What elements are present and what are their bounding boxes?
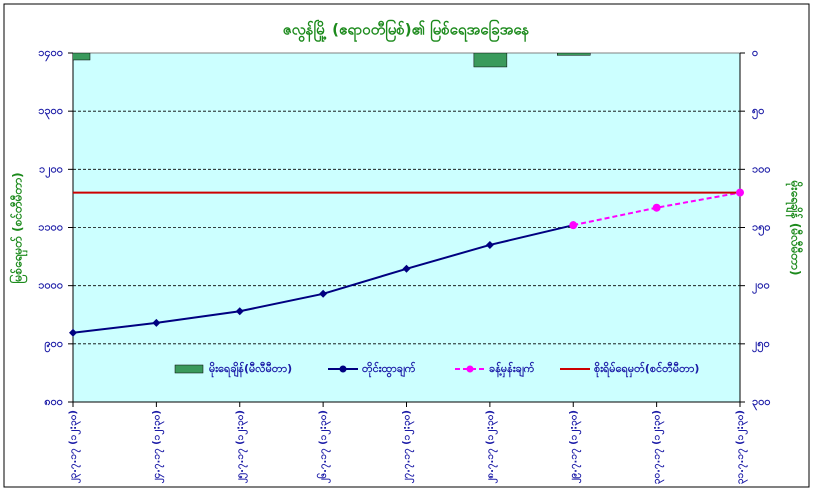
x-tick-label: ၂၈.၇.၁၇ (၁၂:၃၀)	[485, 410, 499, 484]
y-tick-label: ၁၂၀၀	[39, 162, 63, 178]
x-tick-label: ၂၄.၇.၁၇ (၁၂:၃၀)	[151, 410, 165, 483]
y-tick-label: ၁၄၀၀	[38, 46, 63, 62]
x-tick-label: ၂၆.၇.၁၇ (၁၂:၃၀)	[316, 410, 332, 483]
point	[569, 221, 578, 230]
rain-bar	[73, 53, 91, 61]
y-tick-label: ၁၀၀၀	[38, 279, 63, 292]
point	[402, 264, 411, 273]
legend-label: ခန့်မှန်းချက်	[489, 361, 535, 378]
legend-marker	[466, 365, 474, 373]
point	[319, 289, 328, 298]
y2-tick-label: ၃၀၀	[752, 395, 771, 411]
rain-bar	[473, 53, 508, 68]
x-tick-label: ၂၅.၇.၁၇ (၁၂:၃၀)	[235, 410, 249, 483]
legend-label: စိုးရိမ်ရေမှတ်(စင်တီမီတာ)	[594, 361, 699, 378]
x-tick-label: ၂၃.၇.၁၇ (၁၂:၃၀)	[68, 410, 82, 483]
y-tick-label: ၁၁၀၀	[38, 221, 63, 234]
legend: မိုးရေချိန်(မီလီမီတာ) တိုင်းထွာချက် ခန့်မှ…	[174, 361, 699, 378]
x-tick-label: ၂၉.၇.၁၇ (၁၂:၃၀)	[568, 410, 582, 483]
legend-label: တိုင်းထွာချက်	[362, 361, 416, 378]
y2-tick-label: ၅၀	[752, 104, 764, 120]
point	[652, 203, 661, 212]
y-tick-label: ၈၀၀	[44, 395, 63, 408]
y2-tick-label: ၀	[752, 46, 758, 59]
legend-marker	[339, 365, 347, 373]
y2-tick-label: ၂၅၀	[752, 337, 770, 353]
x-tick-label: ၂၇.၇.၁၇ (၁၂:၃၀)	[402, 410, 416, 483]
y2-tick-label: ၁၀၀	[752, 162, 771, 175]
point	[235, 307, 244, 316]
rain-bar	[557, 53, 591, 56]
y2-tick-label: ၁၅၀	[752, 221, 771, 237]
y2-axis-label: မိုးရေချိန် (မီလီမီတာ)	[785, 180, 805, 276]
x-tick-label: ၃၁.၇.၁၇ (၁၂:၃၀)	[735, 410, 749, 484]
series-line	[573, 191, 740, 227]
point	[485, 240, 494, 249]
point	[152, 318, 161, 327]
point	[736, 188, 744, 197]
y2-tick-label: ၂၀၀	[752, 279, 770, 295]
y-tick-label: ၁၃၀၀	[38, 104, 63, 120]
y-axis-label: မြစ်ရေမှတ် (စင်တီမီတာ)	[8, 172, 29, 283]
y-tick-label: ၉၀၀	[44, 337, 63, 353]
legend-label: မိုးရေချိန်(မီလီမီတာ)	[209, 361, 292, 378]
legend-swatch	[174, 364, 204, 374]
point	[69, 328, 77, 337]
x-tick-label: ၃၀.၇.၁၇ (၁၂:၃၀)	[652, 410, 666, 484]
